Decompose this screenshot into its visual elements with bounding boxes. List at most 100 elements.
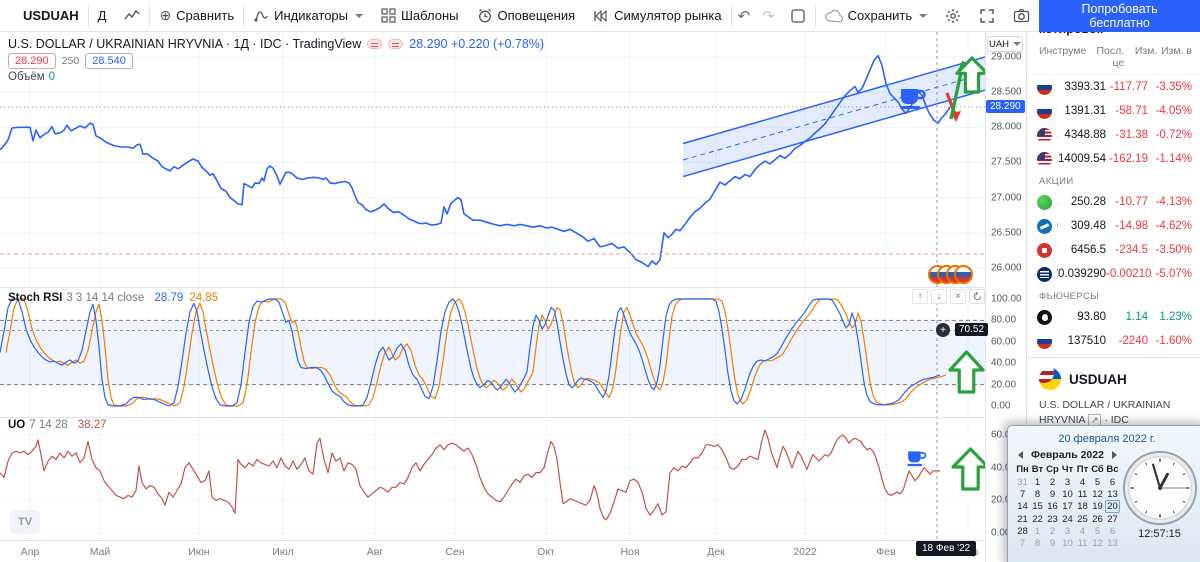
layout-button[interactable]	[781, 0, 815, 31]
detail-symbol[interactable]: USDUAH	[1069, 371, 1127, 387]
calendar-day-cell[interactable]: 1	[1034, 525, 1041, 537]
external-link-icon[interactable]: ↗	[1087, 414, 1102, 427]
calendar-day-cell[interactable]: 11	[1077, 488, 1088, 500]
calendar-day-cell[interactable]: 11	[1077, 537, 1088, 549]
calendar-day-cell[interactable]: 16	[1047, 500, 1058, 512]
axis-tick-label: 40.00	[991, 462, 1017, 474]
pane-move-up-button[interactable]: ↑	[912, 289, 928, 304]
calendar-day-cell[interactable]: 2	[1049, 476, 1056, 488]
settings-button[interactable]	[936, 0, 970, 31]
chart-title[interactable]: U.S. DOLLAR / UKRAINIAN HRYVNIA · 1Д · I…	[8, 37, 362, 51]
calendar-day-cell[interactable]: 3	[1064, 476, 1071, 488]
change-percent: -1.60%	[1155, 335, 1192, 347]
redo-button[interactable]: ↷	[762, 7, 775, 25]
watchlist-row[interactable]: IMOE°3393.31-117.77-3.35%	[1027, 75, 1200, 99]
calendar-day-cell[interactable]: 5	[1094, 525, 1101, 537]
try-free-button[interactable]: Попробовать бесплатно	[1039, 0, 1200, 32]
watchlist-row[interactable]: GAD°309.48-14.98-4.62%	[1027, 214, 1200, 238]
coffee-cup-emoji[interactable]	[906, 449, 928, 472]
calendar-day-cell[interactable]: 6	[1109, 476, 1116, 488]
watchlist-row[interactable]: SPX°4348.88-31.38-0.72%	[1027, 123, 1200, 147]
calendar-day-cell[interactable]: 12	[1092, 537, 1103, 549]
watchlist-row[interactable]: SBED°250.28-10.77-4.13%	[1027, 190, 1200, 214]
currency-unit-button[interactable]: UAH	[987, 36, 1023, 52]
calendar-day-cell[interactable]: 25	[1077, 513, 1088, 525]
volume-legend[interactable]: Объём 0	[8, 71, 56, 83]
save-button[interactable]: Сохранить	[816, 0, 937, 31]
bid-price-box[interactable]: 28.290	[8, 53, 56, 69]
quick-action-pill-icon[interactable]	[388, 39, 404, 49]
watchlist-row[interactable]: VTID°0.039290-0.00210-5.07%	[1027, 262, 1200, 286]
symbol-search-button[interactable]: USDUAH	[23, 8, 79, 23]
axis-tick-label: 80.00	[991, 314, 1017, 326]
calendar-day-cell[interactable]: 22	[1032, 513, 1043, 525]
calendar-day-cell[interactable]: 4	[1079, 476, 1086, 488]
axis-tick-label: 60.00	[991, 429, 1017, 441]
calendar-day-cell[interactable]: 9	[1049, 488, 1056, 500]
calendar-month-label[interactable]: Февраль 2022	[1031, 449, 1104, 461]
stoch-rsi-legend[interactable]: Stoch RSI 3 3 14 14 close 28.79 24.85	[8, 292, 219, 304]
watchlist-row[interactable]: RI1D°137510-2240-1.60%	[1027, 329, 1200, 353]
watchlist-row[interactable]: NDQ°14009.54-162.19-1.14%	[1027, 147, 1200, 171]
pane-close-button[interactable]: ×	[950, 289, 966, 304]
quick-action-pill-icon[interactable]	[367, 39, 383, 49]
calendar-next-icon[interactable]	[1111, 451, 1117, 459]
calendar-day-cell[interactable]: 8	[1034, 488, 1041, 500]
fullscreen-button[interactable]	[970, 0, 1004, 31]
interval-button[interactable]: Д	[97, 8, 107, 23]
calendar-day-cell[interactable]: 10	[1062, 537, 1073, 549]
undo-button[interactable]: ↶	[737, 7, 751, 25]
market-simulator-button[interactable]: Симулятор рынка	[584, 0, 730, 31]
calendar-day-cell[interactable]: 20	[1105, 500, 1120, 513]
calendar-day-cell[interactable]: 13	[1107, 537, 1118, 549]
calendar-day-cell[interactable]: 19	[1092, 500, 1103, 512]
calendar-day-cell[interactable]: 23	[1047, 513, 1058, 525]
calendar-day-cell[interactable]: 8	[1034, 537, 1041, 549]
coffee-cup-emoji[interactable]	[898, 86, 928, 115]
calendar-day-cell[interactable]: 27	[1107, 513, 1118, 525]
divider	[149, 4, 151, 27]
watchlist-row[interactable]: RTSI°1391.31-58.71-4.05%	[1027, 99, 1200, 123]
crosshair-plus-icon[interactable]: +	[936, 323, 950, 337]
calendar-day-cell[interactable]: 14	[1017, 500, 1028, 512]
ask-price-box[interactable]: 28.540	[85, 53, 133, 69]
calendar-prev-icon[interactable]	[1018, 451, 1024, 459]
time-scale[interactable]: АпрМайИюнИюлАвгСенОктНояДек2022ФевМар	[0, 540, 985, 562]
chart-style-button[interactable]	[115, 0, 149, 31]
calendar-day-cell[interactable]: 31	[1017, 476, 1028, 488]
templates-button[interactable]: Шаблоны	[372, 0, 468, 31]
calendar-day-cell[interactable]: 5	[1094, 476, 1101, 488]
alerts-button[interactable]: Оповещения	[468, 0, 585, 31]
calendar-day-cell[interactable]: 7	[1019, 488, 1026, 500]
spread-value: 250	[61, 55, 80, 67]
watchlist-symbol: LKO	[1057, 244, 1058, 256]
calendar-day-cell[interactable]: 2	[1049, 525, 1056, 537]
calendar-day-cell[interactable]: 4	[1079, 525, 1086, 537]
watchlist-row[interactable]: BRD°93.801.141.23%	[1027, 305, 1200, 329]
calendar-day-cell[interactable]: 7	[1019, 537, 1026, 549]
indicators-button[interactable]: Индикаторы	[244, 0, 372, 31]
calendar-day-cell[interactable]: 15	[1032, 500, 1043, 512]
compare-button[interactable]: ⊕ Сравнить	[159, 7, 235, 23]
watchlist-row[interactable]: LKOD°6456.5-234.5-3.50%	[1027, 238, 1200, 262]
chevron-down-icon	[1013, 42, 1022, 46]
calendar-day-cell[interactable]: 26	[1092, 513, 1103, 525]
screenshot-button[interactable]	[1004, 0, 1039, 31]
calendar-day-cell[interactable]: 28	[1017, 525, 1028, 537]
uo-legend[interactable]: UO 7 14 28 38.27	[8, 419, 107, 431]
calendar-day-cell[interactable]: 21	[1017, 513, 1028, 525]
calendar-day-cell[interactable]: 1	[1034, 476, 1041, 488]
calendar-day-cell[interactable]: 6	[1109, 525, 1116, 537]
calendar-day-cell[interactable]: 9	[1049, 537, 1056, 549]
calendar-day-cell[interactable]: 3	[1064, 525, 1071, 537]
calendar-day-cell[interactable]: 10	[1062, 488, 1073, 500]
calendar-day-cell[interactable]: 13	[1107, 488, 1118, 500]
calendar-day-cell[interactable]: 18	[1077, 500, 1088, 512]
calendar-day-cell[interactable]: 12	[1092, 488, 1103, 500]
pane-move-down-button[interactable]: ↓	[931, 289, 947, 304]
calendar-day-cell[interactable]: 17	[1062, 500, 1073, 512]
chart-canvas[interactable]	[0, 0, 985, 562]
calendar-day-cell[interactable]: 24	[1062, 513, 1073, 525]
detail-description: U.S. DOLLAR / UKRAINIAN HRYVNIA ↗ · IDC	[1039, 399, 1171, 427]
pane-maximize-button[interactable]	[969, 289, 985, 304]
